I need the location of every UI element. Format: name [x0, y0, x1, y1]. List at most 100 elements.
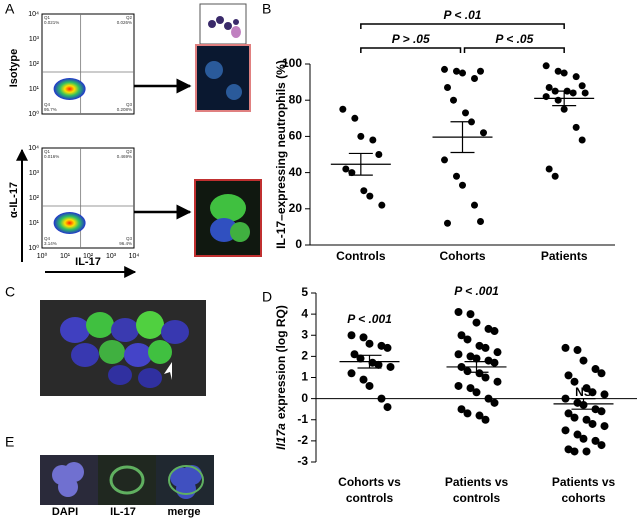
- data-point: [463, 335, 472, 344]
- data-point: [466, 310, 475, 319]
- y-tick-label: 10⁰: [28, 244, 39, 252]
- x-tick-label: Patients vs controls: [444, 475, 509, 505]
- cell: [210, 194, 246, 222]
- y-axis-label: Il17a expression (log RQ): [274, 305, 288, 450]
- y-tick-label: 0: [301, 391, 308, 405]
- data-point: [579, 434, 588, 443]
- quadrant-value: 0.469%: [117, 154, 132, 159]
- density-cloud: [53, 78, 86, 100]
- data-point: [365, 339, 374, 348]
- panel-label: D: [262, 289, 272, 305]
- data-point: [582, 447, 591, 456]
- data-point: [578, 82, 586, 90]
- quadrant-value: 0.026%: [117, 20, 132, 25]
- data-point: [475, 341, 484, 350]
- data-point: [472, 318, 481, 327]
- data-point: [480, 129, 487, 137]
- x-tick-label: 10¹: [60, 253, 71, 260]
- data-point: [444, 219, 451, 227]
- data-point: [561, 343, 570, 352]
- data-point: [493, 348, 502, 357]
- data-point: [597, 407, 606, 416]
- data-point: [377, 394, 386, 403]
- data-point: [578, 136, 586, 144]
- data-point: [588, 388, 597, 397]
- data-point: [588, 419, 597, 428]
- y-tick-label: 10⁴: [28, 11, 39, 18]
- data-point: [542, 62, 550, 70]
- data-point: [564, 371, 573, 380]
- quadrant-name: Q4: [44, 102, 51, 107]
- data-point: [457, 331, 466, 340]
- annotation: P < .001: [347, 312, 392, 326]
- data-point: [481, 373, 490, 382]
- error-bar: [348, 152, 373, 176]
- annotation: P < .001: [454, 284, 499, 298]
- panel-label: A: [5, 1, 15, 17]
- data-point: [454, 308, 463, 317]
- cell: [168, 465, 204, 495]
- error-bar: [357, 354, 382, 369]
- nucleus: [64, 462, 84, 482]
- quadrant-name: Q1: [44, 149, 51, 154]
- data-point: [444, 84, 451, 92]
- data-point: [374, 360, 383, 369]
- x-tick-label: Patients: [541, 249, 588, 263]
- data-point: [551, 172, 559, 180]
- data-point: [600, 390, 609, 399]
- data-point: [466, 352, 475, 361]
- data-point: [454, 381, 463, 390]
- data-point: [441, 65, 448, 73]
- data-point: [463, 367, 472, 376]
- flow-plot-frame: [41, 147, 135, 249]
- y-label-text: expression (log RQ): [274, 305, 288, 419]
- y-tick-label: 80: [289, 92, 303, 106]
- data-point: [365, 381, 374, 390]
- data-point: [560, 69, 568, 77]
- inset-image: [199, 3, 247, 45]
- data-point: [360, 187, 368, 195]
- quadrant-value: 0.208%: [117, 107, 132, 112]
- y-tick-label: 0: [295, 237, 302, 251]
- data-point: [377, 341, 386, 350]
- quadrant-value: 95.7%: [44, 107, 57, 112]
- quadrant-name: Q1: [44, 15, 51, 20]
- data-point: [368, 358, 377, 367]
- data-point: [472, 388, 481, 397]
- data-point: [581, 89, 589, 97]
- data-point: [493, 377, 502, 386]
- data-point: [462, 109, 469, 117]
- data-point: [471, 74, 478, 82]
- x-tick-label: 10²: [83, 253, 94, 260]
- data-point: [481, 343, 490, 352]
- y-tick-label: 10⁴: [28, 145, 39, 152]
- data-point: [490, 327, 499, 336]
- data-point: [573, 430, 582, 439]
- data-point: [572, 73, 580, 81]
- quadrant-value: 96.4%: [119, 241, 132, 246]
- density-cloud: [53, 212, 86, 234]
- gene-name: Il17a: [274, 423, 288, 450]
- y-tick-label: 10¹: [29, 86, 40, 93]
- micro-image: [98, 455, 156, 505]
- x-tick-label: Controls: [336, 249, 386, 263]
- data-point: [475, 369, 484, 378]
- data-point: [484, 356, 493, 365]
- data-point: [383, 343, 392, 352]
- data-point: [545, 84, 553, 92]
- y-tick-label: -2: [297, 433, 308, 447]
- x-tick-label: 10⁰: [37, 252, 48, 260]
- x-tick-label: 10³: [106, 253, 117, 260]
- data-point: [351, 114, 359, 122]
- y-tick-label: 4: [301, 306, 308, 320]
- image-label: IL-17: [110, 506, 136, 518]
- data-point: [357, 132, 365, 140]
- y-tick-label: 1: [301, 370, 308, 384]
- data-point: [366, 192, 374, 200]
- y-tick-label: 5: [301, 285, 308, 299]
- data-point: [472, 354, 481, 363]
- data-point: [481, 415, 490, 424]
- annotation: NS: [575, 385, 592, 399]
- y-tick-label: 100: [282, 56, 302, 70]
- x-tick-label: Patients vs cohorts: [551, 475, 616, 505]
